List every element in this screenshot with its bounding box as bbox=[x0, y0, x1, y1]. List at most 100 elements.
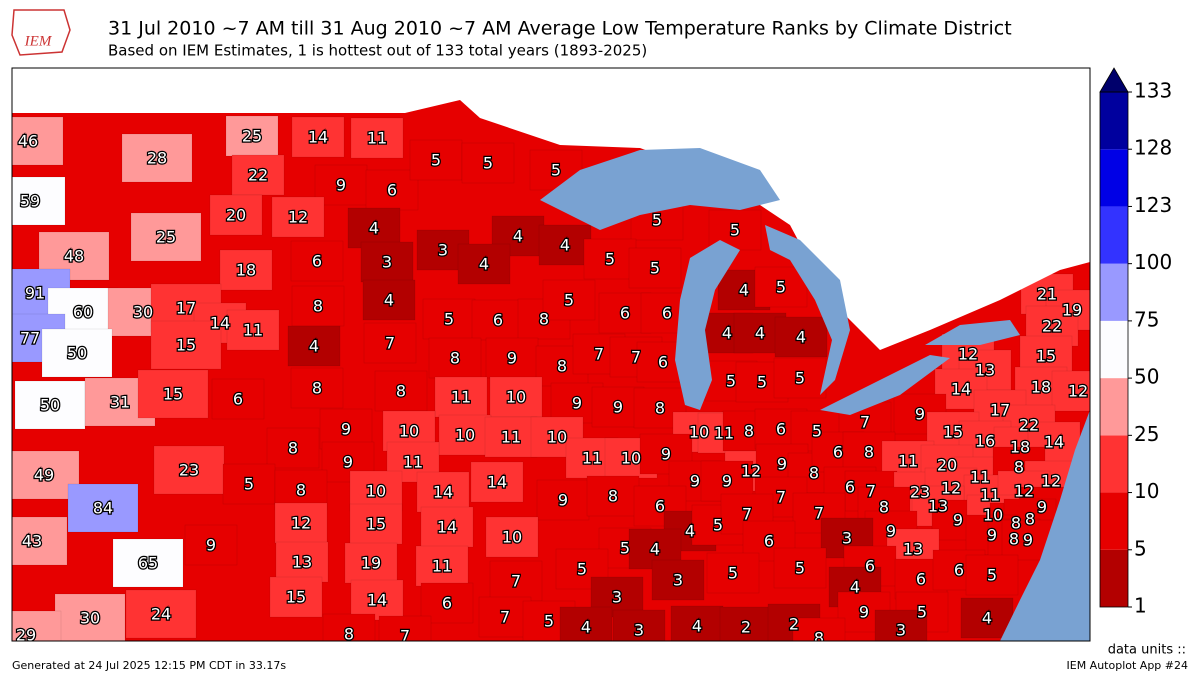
district bbox=[774, 316, 828, 358]
district-label: 4 bbox=[796, 328, 806, 347]
district-label: 8 bbox=[744, 422, 754, 441]
district-label: 9 bbox=[777, 455, 787, 474]
district-label: 13 bbox=[292, 553, 312, 572]
district bbox=[420, 506, 474, 548]
logo-text: IEM bbox=[24, 33, 53, 49]
district-label: 5 bbox=[564, 291, 574, 310]
district bbox=[484, 416, 538, 458]
district-label: 5 bbox=[650, 259, 660, 278]
district-label: 20 bbox=[937, 456, 957, 475]
district-label: 4 bbox=[560, 236, 570, 255]
district bbox=[12, 450, 80, 500]
colorbar-tick-label: 1 bbox=[1134, 594, 1147, 618]
district-label: 12 bbox=[1014, 482, 1034, 501]
district-label: 4 bbox=[581, 618, 591, 637]
district-label: 8 bbox=[809, 464, 819, 483]
district-label: 77 bbox=[20, 329, 40, 348]
district-label: 8 bbox=[864, 443, 874, 462]
district bbox=[428, 337, 482, 379]
district-label: 7 bbox=[400, 627, 410, 646]
district-label: 8 bbox=[1011, 514, 1021, 533]
district-label: 15 bbox=[163, 385, 183, 404]
district-label: 8 bbox=[1014, 458, 1024, 477]
district-label: 65 bbox=[138, 554, 158, 573]
district-label: 6 bbox=[233, 390, 243, 409]
colorbar-tick-label: 75 bbox=[1134, 307, 1159, 331]
district-label: 12 bbox=[291, 514, 311, 533]
district bbox=[130, 212, 202, 262]
district-label: 5 bbox=[795, 369, 805, 388]
district-patches bbox=[12, 115, 1090, 641]
district-label: 50 bbox=[67, 344, 87, 363]
district-label: 6 bbox=[764, 532, 774, 551]
district-label: 4 bbox=[384, 291, 394, 310]
district-label: 9 bbox=[206, 536, 216, 555]
district-label: 2 bbox=[789, 615, 799, 634]
district bbox=[271, 196, 325, 238]
district-label: 5 bbox=[987, 566, 997, 585]
district bbox=[54, 593, 126, 641]
district-label: 12 bbox=[941, 479, 961, 498]
district bbox=[290, 240, 344, 282]
district-label: 8 bbox=[313, 297, 323, 316]
district bbox=[542, 279, 596, 321]
district-label: 8 bbox=[1025, 510, 1035, 529]
district-label: 4 bbox=[739, 281, 749, 300]
district-label: 14 bbox=[367, 591, 387, 610]
district-label: 9 bbox=[572, 394, 582, 413]
district-label: 48 bbox=[64, 247, 84, 266]
district bbox=[287, 325, 341, 367]
colorbar-tick-label: 50 bbox=[1134, 365, 1159, 389]
district-label: 31 bbox=[110, 393, 130, 412]
district-label: 4 bbox=[692, 617, 702, 636]
district-label: 5 bbox=[431, 151, 441, 170]
district-label: 5 bbox=[244, 475, 254, 494]
district-label: 11 bbox=[714, 424, 734, 443]
district-label: 5 bbox=[652, 211, 662, 230]
district-label: 5 bbox=[713, 516, 723, 535]
district-label: 6 bbox=[620, 304, 630, 323]
district-label: 9 bbox=[558, 491, 568, 510]
district-label: 2 bbox=[741, 618, 751, 637]
district bbox=[538, 224, 592, 266]
district bbox=[536, 479, 590, 521]
logo: IEM bbox=[11, 9, 71, 56]
district-label: 15 bbox=[943, 423, 963, 442]
district bbox=[378, 615, 432, 641]
district-label: 84 bbox=[93, 499, 113, 518]
district-label: 8 bbox=[396, 382, 406, 401]
district-label: 8 bbox=[450, 349, 460, 368]
district bbox=[12, 116, 64, 166]
district-label: 9 bbox=[613, 398, 623, 417]
district-label: 7 bbox=[866, 482, 876, 501]
district bbox=[470, 461, 524, 503]
district-label: 12 bbox=[1041, 472, 1061, 491]
district-label: 49 bbox=[34, 466, 54, 485]
district-label: 19 bbox=[361, 554, 381, 573]
district bbox=[222, 463, 276, 505]
district-label: 8 bbox=[608, 487, 618, 506]
district-label: 8 bbox=[539, 310, 549, 329]
district-label: 4 bbox=[755, 324, 765, 343]
district-label: 11 bbox=[582, 449, 602, 468]
district-label: 9 bbox=[886, 522, 896, 541]
district bbox=[125, 589, 197, 639]
district bbox=[719, 606, 773, 641]
district-label: 10 bbox=[621, 449, 641, 468]
district-label: 11 bbox=[451, 388, 471, 407]
district-label: 8 bbox=[814, 629, 824, 648]
colorbar-segment bbox=[1100, 378, 1128, 436]
district-label: 5 bbox=[917, 603, 927, 622]
colorbar-segment bbox=[1100, 206, 1128, 264]
district bbox=[461, 142, 515, 184]
district-label: 6 bbox=[442, 594, 452, 613]
district-label: 7 bbox=[776, 488, 786, 507]
colorbar-tick-label: 128 bbox=[1134, 136, 1172, 160]
district bbox=[12, 610, 62, 641]
district-label: 5 bbox=[726, 372, 736, 391]
district-label: 8 bbox=[344, 625, 354, 644]
district-label: 4 bbox=[309, 337, 319, 356]
district bbox=[773, 357, 827, 399]
district-label: 14 bbox=[308, 128, 328, 147]
district-label: 8 bbox=[879, 498, 889, 517]
